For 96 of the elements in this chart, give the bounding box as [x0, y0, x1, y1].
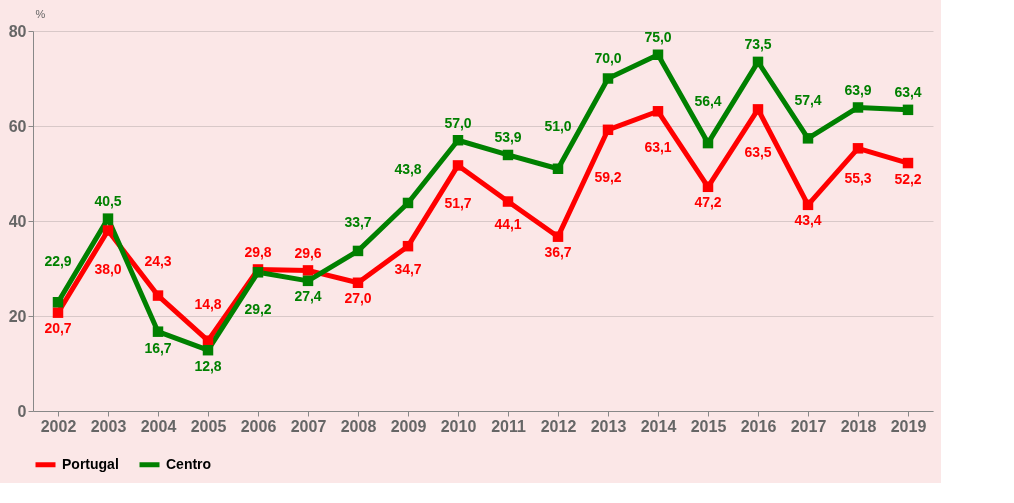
point — [352, 277, 364, 288]
point — [352, 245, 364, 257]
point — [652, 106, 664, 117]
legend-label: Centro — [166, 455, 212, 472]
data-label: 27,0 — [344, 290, 372, 307]
data-label: 22,9 — [44, 253, 72, 270]
data-label: 33,7 — [344, 214, 372, 231]
point — [552, 163, 564, 174]
point — [552, 231, 564, 242]
point — [802, 133, 814, 144]
data-label: 24,3 — [144, 252, 172, 269]
data-label: 16,7 — [144, 340, 172, 357]
data-label: 56,4 — [694, 92, 722, 109]
data-label: 34,7 — [394, 261, 422, 278]
x-tick-label: 2010 — [440, 417, 477, 435]
point — [452, 135, 464, 146]
point — [152, 290, 164, 301]
point — [302, 265, 314, 276]
x-tick-label: 2004 — [140, 417, 177, 435]
data-label: 29,8 — [244, 243, 272, 260]
x-tick-label: 2015 — [690, 417, 727, 435]
x-tick-label: 2003 — [90, 417, 127, 435]
point — [452, 160, 464, 171]
data-label: 29,6 — [294, 244, 322, 261]
point — [652, 49, 664, 60]
x-tick-label: 2016 — [740, 417, 777, 435]
data-label: 40,5 — [94, 193, 122, 210]
data-label: 43,4 — [794, 212, 822, 229]
data-label: 14,8 — [194, 295, 222, 312]
x-tick-label: 2014 — [640, 417, 677, 435]
data-label: 51,0 — [544, 117, 572, 134]
y-tick-label: 60 — [8, 117, 27, 135]
point — [602, 124, 614, 136]
point — [752, 56, 764, 68]
data-label: 52,2 — [894, 170, 922, 187]
point — [402, 240, 414, 252]
point — [752, 104, 764, 115]
point — [52, 307, 64, 318]
point — [702, 137, 714, 149]
y-tick-label: 80 — [8, 22, 27, 40]
point — [152, 326, 164, 337]
y-tick-label: 40 — [8, 212, 27, 230]
data-label: 63,9 — [844, 81, 872, 98]
point — [902, 157, 914, 169]
x-tick-label: 2007 — [290, 417, 327, 435]
x-tick-label: 2006 — [240, 417, 277, 435]
x-tick-label: 2018 — [840, 417, 877, 435]
x-tick-label: 2009 — [390, 417, 427, 435]
point — [202, 344, 214, 356]
data-label: 73,5 — [744, 36, 772, 53]
data-label: 70,0 — [594, 49, 622, 66]
data-label: 53,9 — [494, 129, 522, 146]
point — [502, 149, 514, 161]
x-tick-label: 2002 — [40, 417, 77, 435]
data-label: 20,7 — [44, 320, 72, 337]
data-label: 36,7 — [544, 244, 572, 261]
y-axis-title: % — [35, 7, 46, 20]
data-label: 38,0 — [94, 260, 122, 277]
data-label: 44,1 — [494, 215, 522, 232]
point — [602, 73, 614, 84]
data-label: 43,8 — [394, 161, 422, 178]
point — [202, 335, 214, 346]
data-label: 63,5 — [744, 144, 772, 161]
x-tick-label: 2012 — [540, 417, 577, 435]
point — [902, 104, 914, 116]
y-tick-label: 20 — [8, 307, 27, 325]
x-tick-label: 2017 — [790, 417, 827, 435]
point — [702, 181, 714, 193]
point — [852, 143, 864, 154]
point — [802, 199, 814, 211]
data-label: 75,0 — [644, 29, 672, 46]
data-label: 29,2 — [244, 301, 272, 318]
point — [852, 102, 864, 113]
legend-label: Portugal — [62, 455, 119, 472]
data-label: 12,8 — [194, 357, 222, 374]
data-label: 59,2 — [594, 168, 622, 185]
point — [302, 275, 314, 287]
data-label: 47,2 — [694, 194, 722, 211]
x-tick-label: 2005 — [190, 417, 227, 435]
x-tick-label: 2019 — [890, 417, 927, 435]
point — [102, 225, 114, 236]
data-label: 57,4 — [794, 91, 822, 108]
point — [502, 196, 514, 207]
data-label: 55,3 — [844, 170, 872, 187]
data-label: 57,0 — [444, 114, 472, 131]
data-label: 63,1 — [644, 139, 672, 156]
point — [402, 197, 414, 209]
point — [52, 296, 64, 308]
data-label: 27,4 — [294, 288, 322, 305]
x-tick-label: 2011 — [491, 417, 526, 435]
x-tick-label: 2008 — [340, 417, 377, 435]
point — [102, 213, 114, 224]
data-label: 63,4 — [894, 84, 922, 101]
y-tick-label: 0 — [17, 402, 27, 420]
data-label: 51,7 — [444, 195, 472, 212]
x-tick-label: 2013 — [590, 417, 627, 435]
